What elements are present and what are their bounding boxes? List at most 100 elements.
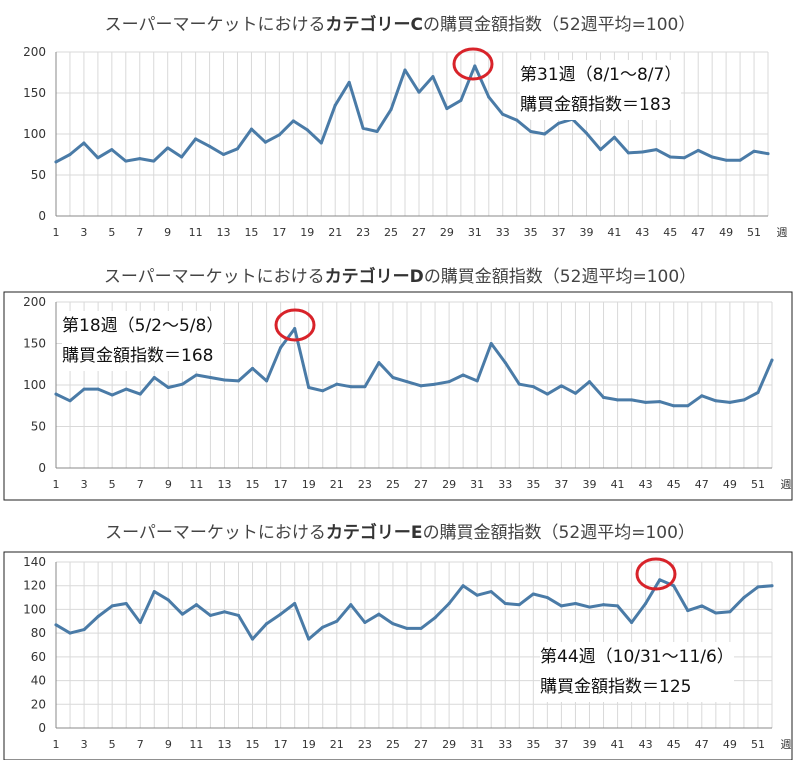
x-tick-label: 5 — [109, 738, 116, 751]
y-tick-label: 200 — [23, 295, 46, 309]
x-tick-label: 37 — [554, 738, 568, 751]
x-tick-label: 9 — [164, 226, 171, 239]
data-point — [724, 158, 728, 162]
data-point — [531, 385, 535, 389]
data-point — [96, 615, 100, 619]
data-point — [110, 393, 114, 397]
callout-e: 第44週（10/31～11/6） 購買金額指数＝125 — [540, 642, 734, 702]
callout-e-index: 購買金額指数＝125 — [540, 677, 692, 697]
data-point — [459, 98, 463, 102]
x-tick-label: 39 — [580, 226, 594, 239]
data-point — [728, 400, 732, 404]
x-tick-label: 15 — [246, 478, 260, 491]
x-tick-label: 23 — [358, 738, 372, 751]
y-tick-label: 50 — [31, 420, 46, 434]
data-point — [124, 159, 128, 163]
title-suffix: の購買金額指数（52週平均=100） — [423, 15, 696, 35]
x-tick-label: 29 — [442, 738, 456, 751]
x-tick-label: 25 — [386, 478, 400, 491]
data-point — [138, 157, 142, 161]
data-point — [251, 366, 255, 370]
data-point — [700, 604, 704, 608]
x-tick-label: 43 — [639, 738, 653, 751]
data-point — [489, 590, 493, 594]
data-point — [630, 620, 634, 624]
data-point — [110, 148, 114, 152]
data-point — [391, 622, 395, 626]
data-point — [473, 64, 477, 68]
callout-e-week: 第44週（10/31～11/6） — [540, 647, 734, 667]
x-tick-label: 39 — [582, 478, 596, 491]
data-point — [587, 605, 591, 609]
callout-c-index: 購買金額指数＝183 — [520, 95, 672, 115]
data-point — [517, 603, 521, 607]
data-point — [433, 382, 437, 386]
data-point — [82, 628, 86, 632]
title-prefix: スーパーマーケットにおける — [104, 15, 326, 35]
title-category: カテゴリーD — [324, 267, 424, 287]
x-tick-label: 7 — [137, 478, 144, 491]
data-point — [545, 392, 549, 396]
data-point — [475, 593, 479, 597]
data-point — [461, 584, 465, 588]
x-tick-label: 41 — [611, 738, 625, 751]
x-tick-label: 33 — [496, 226, 510, 239]
data-point — [405, 380, 409, 384]
x-tick-label: 23 — [356, 226, 370, 239]
data-point — [630, 398, 634, 402]
data-point — [235, 147, 239, 151]
data-point — [166, 146, 170, 150]
data-point — [293, 602, 297, 605]
data-point — [714, 399, 718, 403]
data-point — [277, 133, 281, 137]
x-tick-label: 15 — [244, 226, 258, 239]
x-tick-label: 21 — [330, 478, 344, 491]
data-point — [279, 612, 283, 616]
data-point — [403, 68, 407, 72]
data-point — [389, 107, 393, 111]
x-tick-label: 51 — [751, 478, 765, 491]
data-point — [152, 590, 156, 594]
data-point — [363, 385, 367, 389]
data-point — [222, 153, 226, 156]
data-point — [152, 159, 156, 163]
chart-frame — [3, 551, 793, 760]
data-point — [447, 380, 451, 384]
data-point — [335, 382, 339, 386]
x-tick-label: 47 — [695, 478, 709, 491]
x-tick-label: 1 — [53, 738, 60, 751]
data-point — [517, 382, 521, 386]
data-point — [475, 379, 479, 383]
data-point — [377, 612, 381, 616]
data-point — [237, 613, 241, 617]
chart-panel-c: スーパーマーケットにおけるカテゴリーCの購買金額指数（52週平均=100） — [0, 0, 800, 252]
data-point — [658, 578, 662, 582]
title-category: カテゴリーC — [325, 15, 423, 35]
data-point — [503, 361, 507, 365]
data-point — [419, 384, 423, 388]
y-tick-label: 0 — [38, 721, 46, 735]
data-point — [654, 148, 658, 152]
chart-frame — [3, 291, 793, 501]
x-tick-label: 21 — [328, 226, 342, 239]
data-point — [166, 598, 170, 602]
data-point — [487, 95, 491, 99]
data-point — [251, 637, 255, 641]
data-point — [68, 631, 72, 635]
data-point — [391, 376, 395, 380]
data-point — [124, 602, 128, 605]
x-tick-label: 47 — [695, 738, 709, 751]
x-tick-label: 31 — [470, 478, 484, 491]
series-line — [54, 64, 770, 164]
data-point — [728, 610, 732, 614]
x-tick-label: 25 — [386, 738, 400, 751]
callout-c: 第31週（8/1～8/7） 購買金額指数＝183 — [520, 60, 682, 120]
data-point — [559, 384, 563, 388]
data-point — [335, 619, 339, 623]
data-point — [640, 150, 644, 154]
x-tick-label: 41 — [611, 478, 625, 491]
y-tick-label: 100 — [23, 127, 46, 141]
data-point — [166, 385, 170, 389]
data-point — [696, 148, 700, 152]
data-point — [249, 127, 253, 131]
